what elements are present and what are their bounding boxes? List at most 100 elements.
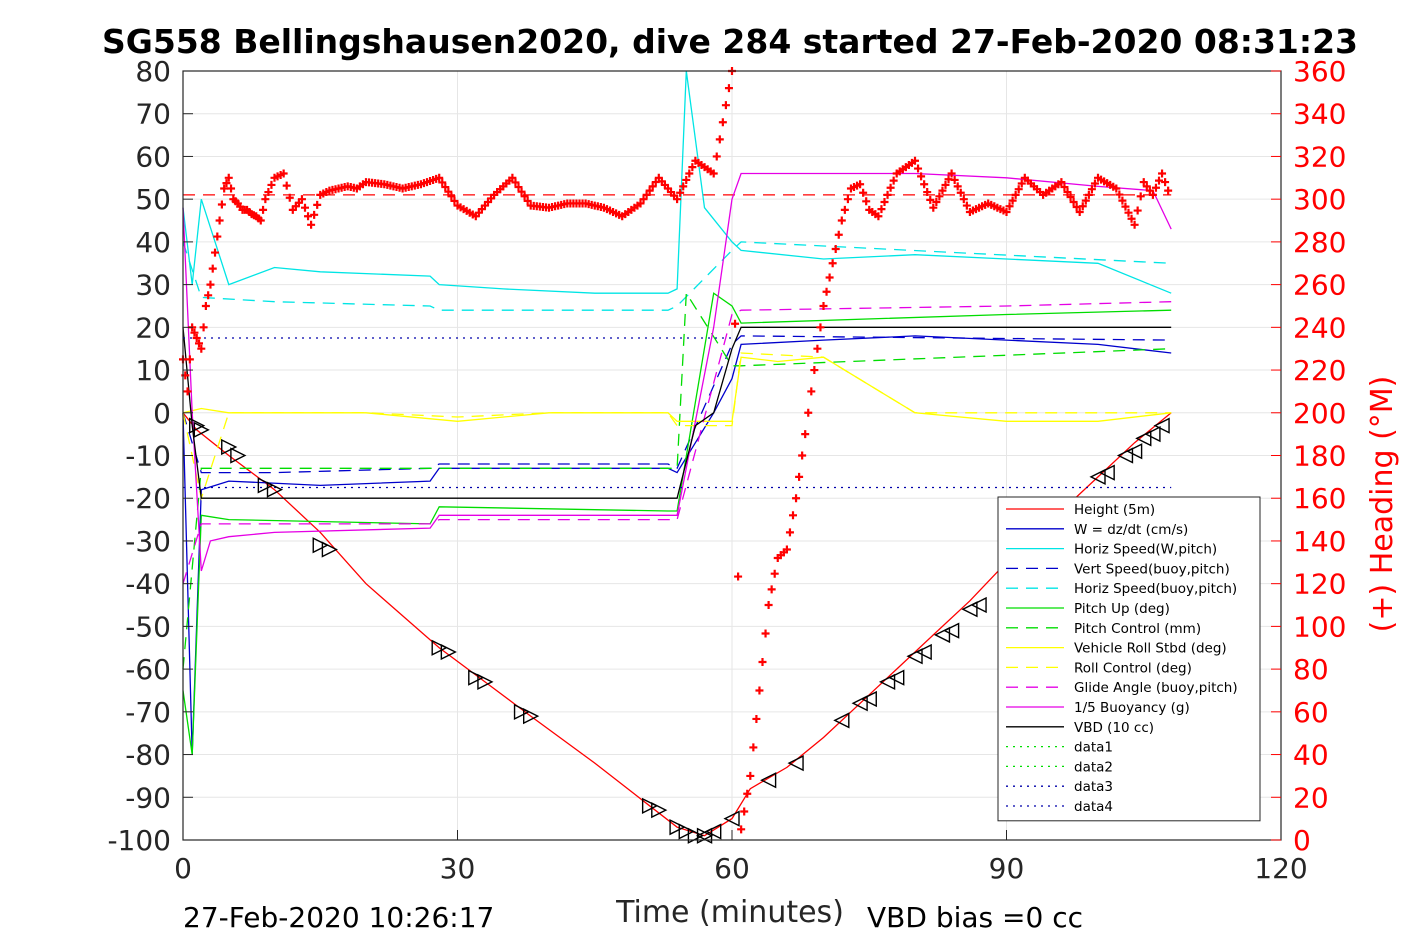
y2-tick-label: 300 [1293,183,1346,216]
heading-point [746,771,755,780]
heading-point [1112,184,1121,193]
heading-point [523,196,532,205]
heading-point [801,430,810,439]
heading-point [1148,190,1157,199]
heading-point [183,387,192,396]
plot-area [179,67,1173,844]
triangle-marker [221,438,238,456]
heading-point [1063,188,1072,197]
x-tick-label: 0 [174,852,192,885]
heading-point [785,528,794,537]
heading-point [1161,178,1170,187]
heading-point [819,301,828,310]
y-tick-label: -100 [107,824,171,857]
heading-point [752,714,761,723]
heading-point [950,175,959,184]
heading-point [843,195,852,204]
triangle-marker [678,823,695,840]
heading-point [511,178,520,187]
heading-point [639,195,648,204]
heading-point [743,789,752,798]
heading-point [1145,186,1154,195]
heading-point [282,181,291,190]
y2-tick-label: 360 [1293,55,1346,88]
y2-tick-label: 200 [1293,397,1346,430]
heading-point [304,212,313,221]
heading-point [962,201,971,210]
x-tick-label: 120 [1254,852,1307,885]
heading-point [822,287,831,296]
triangle-marker [1116,447,1134,464]
heading-point [889,176,898,185]
x-tick-label: 30 [440,852,476,885]
heading-point [1155,176,1163,185]
heading-point [953,182,962,191]
heading-point [199,323,208,332]
legend-entry: Pitch Up (deg) [1074,601,1170,617]
legend-entry: Horiz Speed(buoy,pitch) [1074,581,1237,597]
heading-point [731,319,740,328]
y2-tick-label: 220 [1293,354,1346,387]
heading-point [1084,190,1093,199]
heading-point [688,163,697,172]
heading-point [935,192,944,201]
heading-point [804,408,813,417]
y-tick-label: 20 [135,311,171,344]
heading-point [310,210,319,219]
legend-entry: data3 [1074,779,1113,795]
triangle-marker [1135,430,1152,447]
triangle-marker [833,712,850,729]
heading-point [831,245,840,254]
y-tick-label: 0 [153,397,171,430]
heading-point [807,387,816,396]
heading-point [215,216,224,225]
heading-point [222,179,231,188]
heading-point [1066,193,1075,202]
heading-point [297,195,306,204]
heading-point [1130,220,1139,229]
heading-point [307,220,316,229]
triangle-marker [878,673,896,691]
heading-point [926,195,935,204]
triangle-marker [312,537,329,554]
y-tick-label: -90 [125,781,171,814]
heading-point [447,192,456,201]
heading-point [792,494,801,503]
triangle-marker [1089,468,1106,485]
x-tick-label: 60 [714,852,750,885]
triangle-marker [189,417,206,434]
triangle-marker [1126,443,1143,460]
y-tick-label: 80 [135,55,171,88]
heading-point [737,825,746,834]
heading-point [859,188,868,197]
heading-point [259,205,268,214]
heading-point [1139,178,1148,187]
y-tick-label: -60 [125,653,171,686]
heading-point [676,188,685,197]
heading-point [185,355,194,364]
y2-tick-label: 40 [1293,739,1329,772]
heading-point [874,212,883,221]
y2-tick-label: 20 [1293,781,1329,814]
heading-point [1118,196,1127,205]
heading-point [1075,207,1084,216]
heading-point [840,205,849,214]
triangle-marker [723,810,740,827]
triangle-marker [440,643,457,661]
triangle-marker [695,827,713,844]
descent-markers [189,417,714,844]
heading-point [810,366,819,375]
legend-entry: Vehicle Roll Stbd (deg) [1074,641,1227,657]
footer-vbd-bias: VBD bias =0 cc [867,901,1083,934]
heading-point [1005,202,1014,211]
heading-point [715,135,724,144]
heading-point [929,203,938,212]
triangle-marker [760,772,777,789]
triangle-marker [1153,417,1170,434]
heading-point [764,601,773,610]
heading-point [217,200,226,209]
legend-box [997,496,1261,822]
x-tick-label: 90 [989,852,1025,885]
y-tick-label: 70 [135,98,171,131]
heading-point [749,743,758,752]
